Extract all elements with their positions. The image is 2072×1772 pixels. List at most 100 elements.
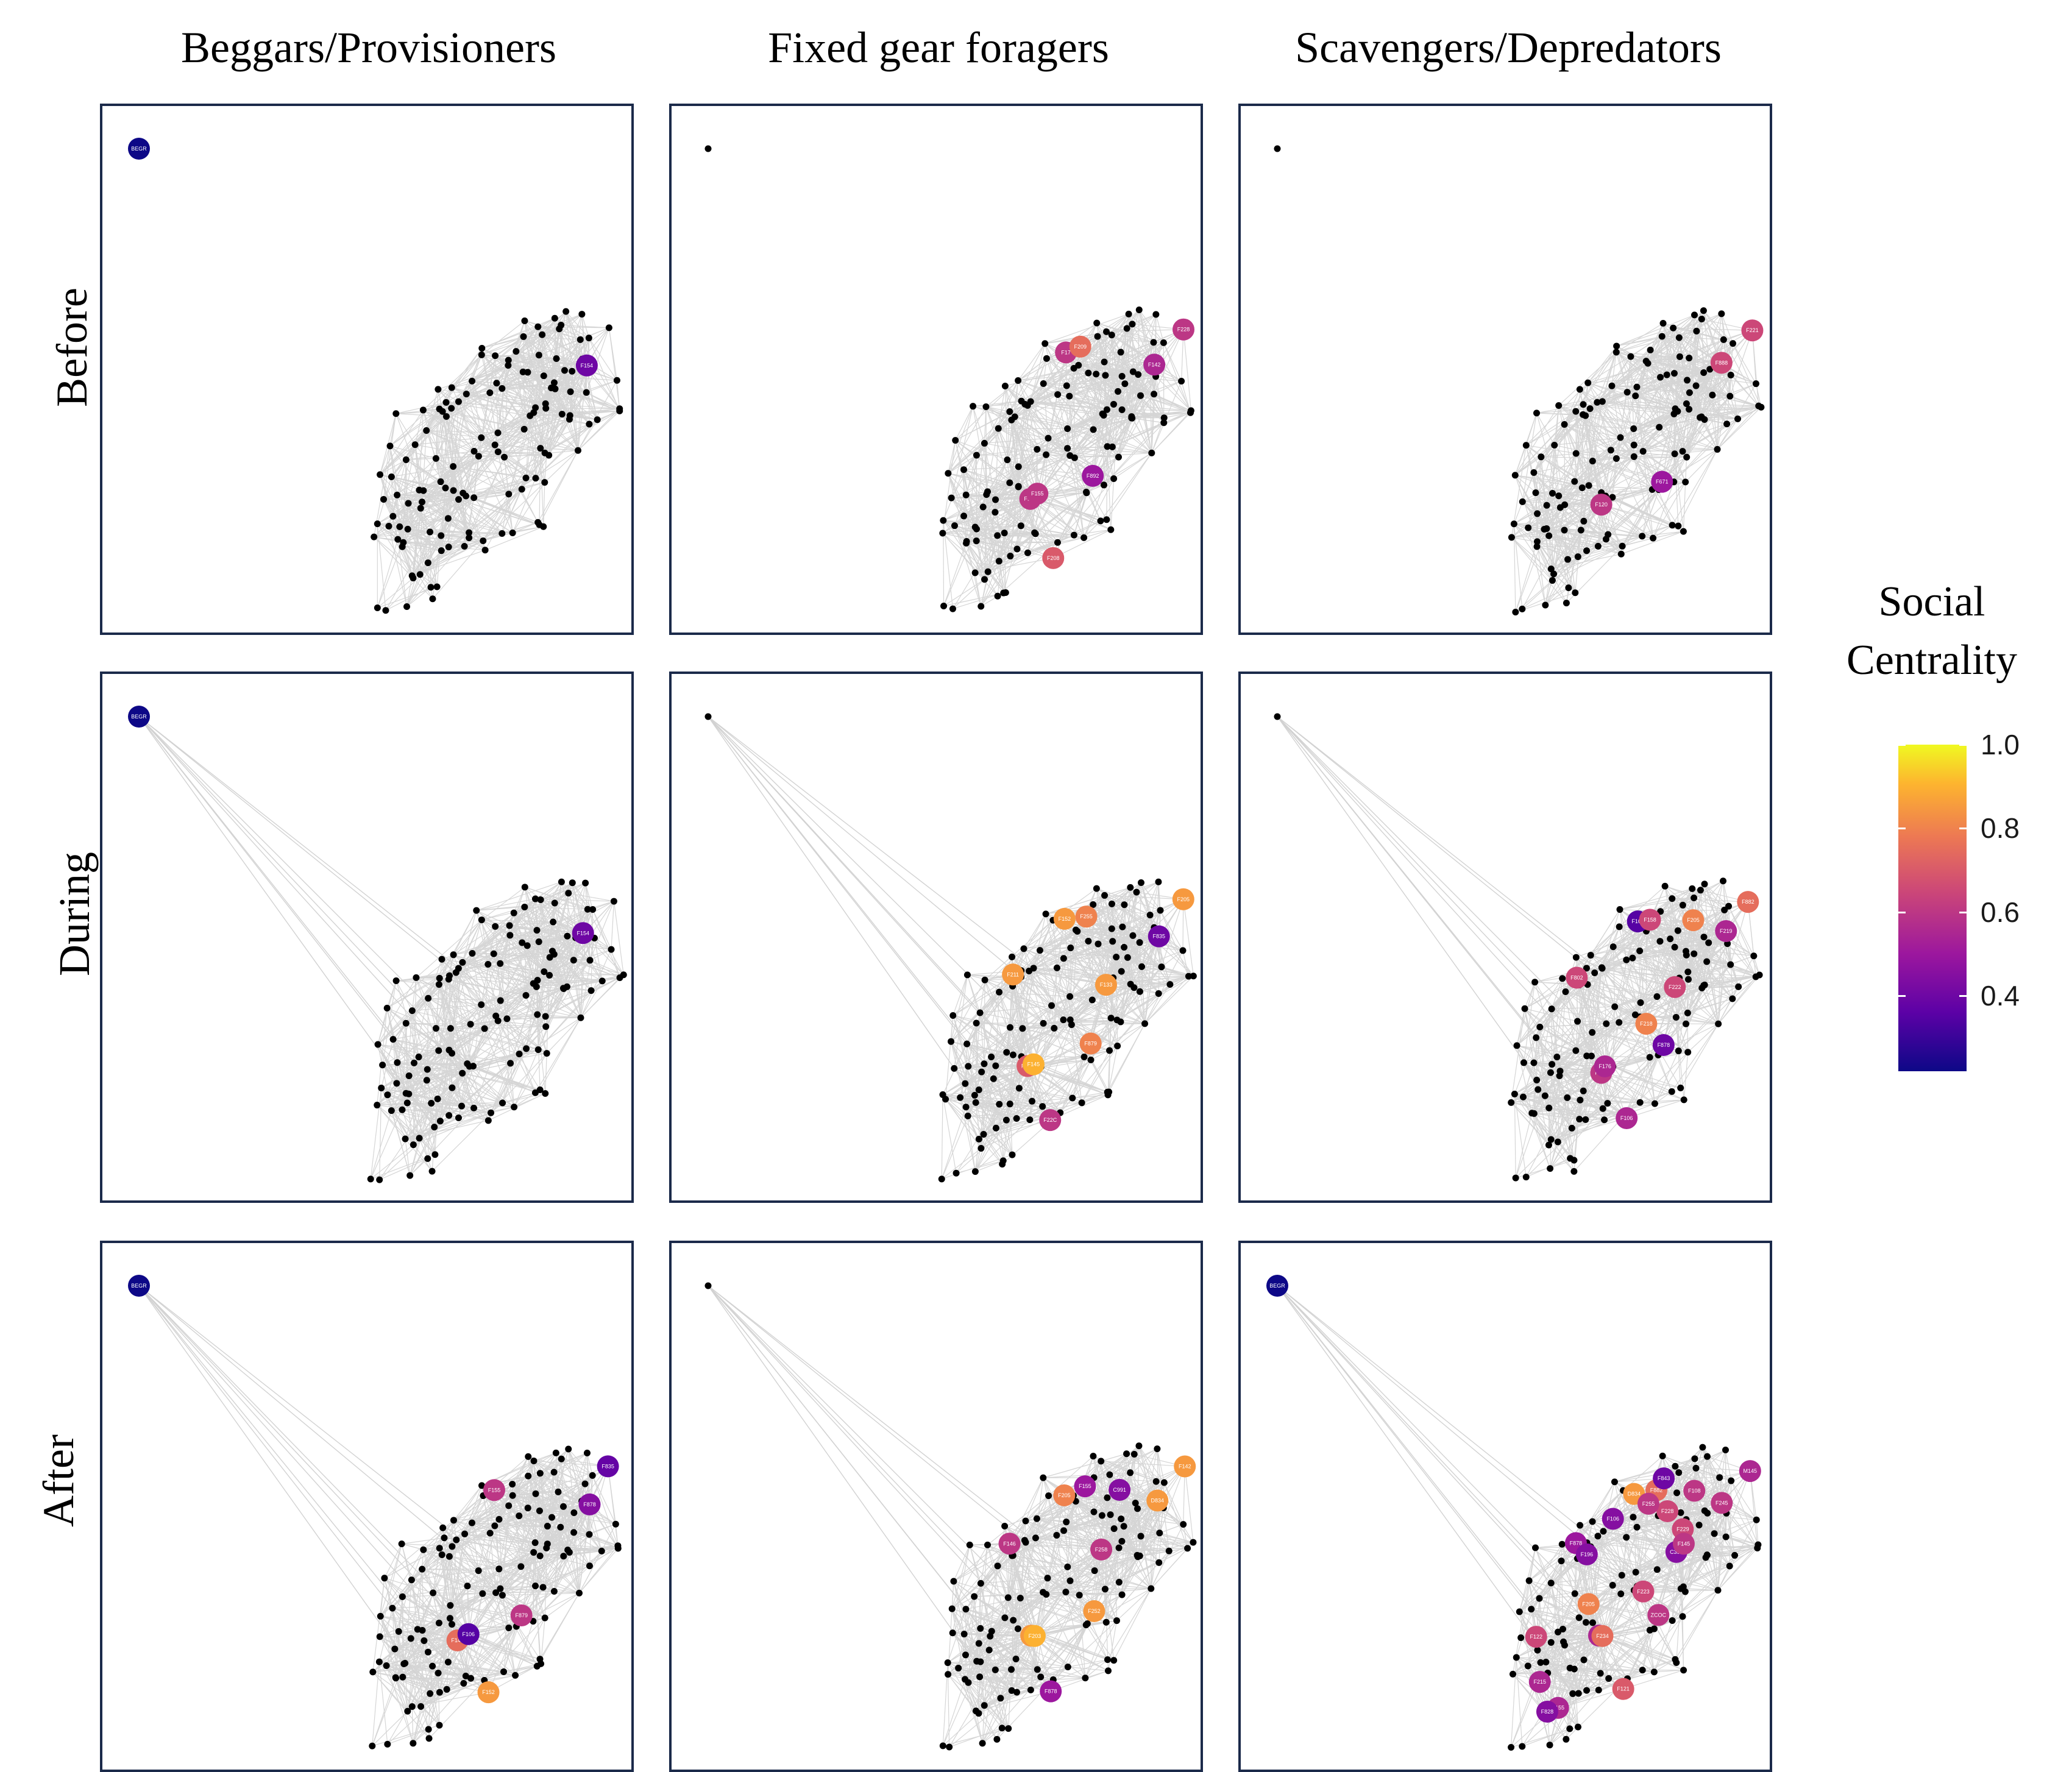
node xyxy=(423,427,430,434)
node xyxy=(1700,369,1707,376)
node xyxy=(561,367,568,374)
node xyxy=(1734,416,1741,422)
node xyxy=(417,505,424,512)
node xyxy=(1075,362,1082,369)
node xyxy=(980,503,987,510)
node xyxy=(1015,463,1022,470)
node xyxy=(939,530,946,537)
node xyxy=(1002,589,1009,596)
node xyxy=(1631,453,1637,460)
node xyxy=(1675,523,1681,530)
node xyxy=(1676,335,1683,341)
node xyxy=(505,491,512,497)
node xyxy=(448,405,455,412)
node xyxy=(1624,389,1631,395)
node xyxy=(1188,407,1194,414)
node xyxy=(445,544,452,550)
node xyxy=(1608,447,1614,453)
node xyxy=(1015,377,1021,384)
node-label: F17 xyxy=(1061,349,1071,355)
outlier-node xyxy=(1274,146,1281,152)
node xyxy=(380,496,387,503)
node xyxy=(614,377,620,384)
node xyxy=(1128,414,1135,421)
node xyxy=(1148,450,1155,456)
node xyxy=(534,519,541,526)
edge xyxy=(448,519,449,547)
edge xyxy=(544,483,545,527)
node xyxy=(461,543,468,550)
node-label: F228 xyxy=(1177,327,1190,333)
node xyxy=(1718,310,1725,317)
node xyxy=(1533,409,1540,416)
node xyxy=(1548,565,1555,572)
node xyxy=(1619,543,1626,550)
node xyxy=(1632,392,1639,399)
node xyxy=(486,389,493,396)
node xyxy=(1002,383,1009,389)
node xyxy=(1580,411,1586,418)
node xyxy=(1054,391,1061,398)
node xyxy=(1670,325,1676,331)
node xyxy=(963,540,970,547)
node xyxy=(1512,472,1519,478)
node xyxy=(948,495,955,501)
node xyxy=(403,456,410,463)
node xyxy=(1103,516,1110,523)
node xyxy=(1618,551,1625,558)
node xyxy=(1684,377,1691,383)
node xyxy=(1578,526,1584,533)
node xyxy=(387,442,394,449)
node xyxy=(606,324,612,331)
edge xyxy=(1683,482,1685,531)
node xyxy=(945,470,951,477)
node xyxy=(1008,417,1015,424)
node xyxy=(403,603,410,610)
node xyxy=(1538,453,1544,460)
node xyxy=(455,399,462,405)
node xyxy=(1160,339,1167,346)
node xyxy=(534,324,541,330)
node xyxy=(420,406,427,413)
node xyxy=(1119,373,1126,380)
node xyxy=(1587,405,1594,412)
node xyxy=(1670,411,1677,417)
node xyxy=(1643,358,1650,364)
node xyxy=(992,509,998,516)
node xyxy=(1640,448,1647,455)
node xyxy=(1572,408,1579,415)
node xyxy=(940,517,946,524)
network-panel-before-2: F142F228F125F892F155F17F208F209 xyxy=(669,104,1203,635)
edge xyxy=(538,450,578,522)
node xyxy=(1066,393,1073,400)
node xyxy=(1534,510,1541,517)
edge xyxy=(1018,344,1045,381)
node xyxy=(492,352,498,359)
node xyxy=(1669,522,1676,528)
node xyxy=(583,389,590,396)
node xyxy=(1063,382,1070,389)
node xyxy=(449,385,455,391)
node xyxy=(399,544,406,550)
node xyxy=(1672,450,1678,457)
node xyxy=(1720,336,1727,343)
node xyxy=(558,322,564,328)
node xyxy=(996,558,1002,564)
node xyxy=(1595,543,1602,550)
node xyxy=(577,336,584,343)
node-label: F208 xyxy=(1047,555,1060,561)
node xyxy=(1683,454,1690,461)
node xyxy=(475,453,482,459)
node xyxy=(985,569,992,575)
node xyxy=(482,547,489,553)
node xyxy=(455,496,462,503)
node xyxy=(417,571,424,578)
node xyxy=(435,386,441,392)
node xyxy=(1698,414,1705,420)
node xyxy=(1118,349,1124,355)
node xyxy=(1090,426,1097,433)
node xyxy=(1151,391,1157,397)
